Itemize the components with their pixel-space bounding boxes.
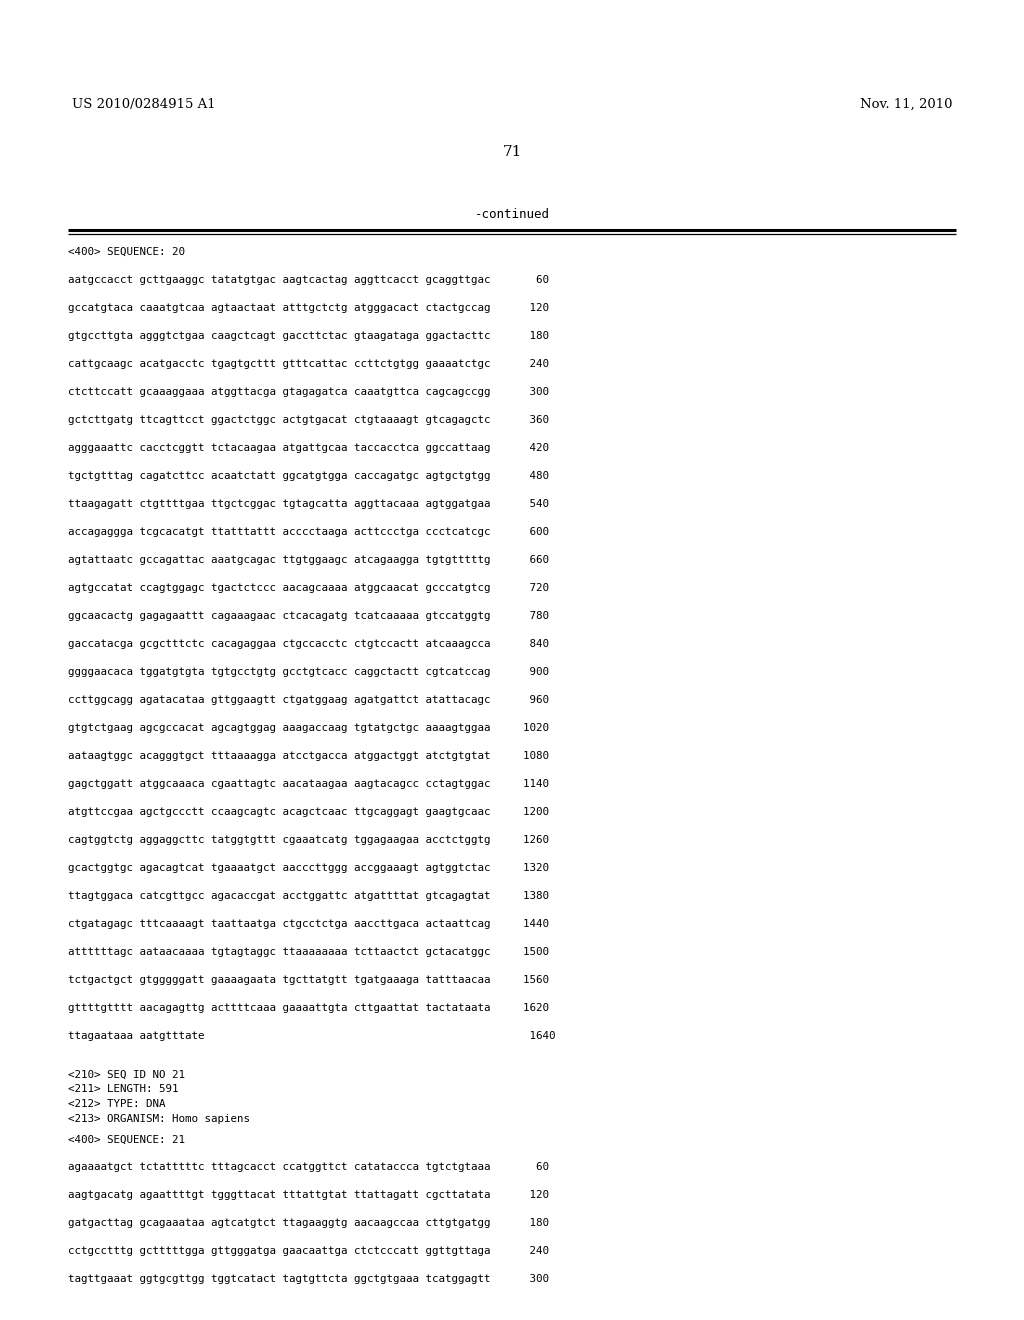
Text: -continued: -continued xyxy=(474,209,550,220)
Text: agaaaatgct tctatttttc tttagcacct ccatggttct catataccca tgtctgtaaa       60: agaaaatgct tctatttttc tttagcacct ccatggt… xyxy=(68,1162,549,1172)
Text: ggggaacaca tggatgtgta tgtgcctgtg gcctgtcacc caggctactt cgtcatccag      900: ggggaacaca tggatgtgta tgtgcctgtg gcctgtc… xyxy=(68,667,549,677)
Text: <210> SEQ ID NO 21: <210> SEQ ID NO 21 xyxy=(68,1069,185,1080)
Text: tagttgaaat ggtgcgttgg tggtcatact tagtgttcta ggctgtgaaa tcatggagtt      300: tagttgaaat ggtgcgttgg tggtcatact tagtgtt… xyxy=(68,1274,549,1284)
Text: ttaagagatt ctgttttgaa ttgctcggac tgtagcatta aggttacaaa agtggatgaa      540: ttaagagatt ctgttttgaa ttgctcggac tgtagca… xyxy=(68,499,549,510)
Text: gtgtctgaag agcgccacat agcagtggag aaagaccaag tgtatgctgc aaaagtggaa     1020: gtgtctgaag agcgccacat agcagtggag aaagacc… xyxy=(68,723,549,733)
Text: gctcttgatg ttcagttcct ggactctggc actgtgacat ctgtaaaagt gtcagagctc      360: gctcttgatg ttcagttcct ggactctggc actgtga… xyxy=(68,414,549,425)
Text: agtattaatc gccagattac aaatgcagac ttgtggaagc atcagaagga tgtgtttttg      660: agtattaatc gccagattac aaatgcagac ttgtgga… xyxy=(68,554,549,565)
Text: ctcttccatt gcaaaggaaa atggttacga gtagagatca caaatgttca cagcagccgg      300: ctcttccatt gcaaaggaaa atggttacga gtagaga… xyxy=(68,387,549,397)
Text: <400> SEQUENCE: 20: <400> SEQUENCE: 20 xyxy=(68,247,185,257)
Text: agtgccatat ccagtggagc tgactctccc aacagcaaaa atggcaacat gcccatgtcg      720: agtgccatat ccagtggagc tgactctccc aacagca… xyxy=(68,583,549,593)
Text: US 2010/0284915 A1: US 2010/0284915 A1 xyxy=(72,98,216,111)
Text: cattgcaagc acatgacctc tgagtgcttt gtttcattac ccttctgtgg gaaaatctgc      240: cattgcaagc acatgacctc tgagtgcttt gtttcat… xyxy=(68,359,549,370)
Text: Nov. 11, 2010: Nov. 11, 2010 xyxy=(859,98,952,111)
Text: gttttgtttt aacagagttg acttttcaaa gaaaattgta cttgaattat tactataata     1620: gttttgtttt aacagagttg acttttcaaa gaaaatt… xyxy=(68,1003,549,1012)
Text: <211> LENGTH: 591: <211> LENGTH: 591 xyxy=(68,1084,178,1094)
Text: <213> ORGANISM: Homo sapiens: <213> ORGANISM: Homo sapiens xyxy=(68,1114,250,1125)
Text: ccttggcagg agatacataa gttggaagtt ctgatggaag agatgattct atattacagc      960: ccttggcagg agatacataa gttggaagtt ctgatgg… xyxy=(68,696,549,705)
Text: agggaaattc cacctcggtt tctacaagaa atgattgcaa taccacctca ggccattaag      420: agggaaattc cacctcggtt tctacaagaa atgattg… xyxy=(68,444,549,453)
Text: ttagaataaa aatgtttate                                                  1640: ttagaataaa aatgtttate 1640 xyxy=(68,1031,555,1041)
Text: aataagtggc acagggtgct tttaaaagga atcctgacca atggactggt atctgtgtat     1080: aataagtggc acagggtgct tttaaaagga atcctga… xyxy=(68,751,549,762)
Text: atgttccgaa agctgccctt ccaagcagtc acagctcaac ttgcaggagt gaagtgcaac     1200: atgttccgaa agctgccctt ccaagcagtc acagctc… xyxy=(68,807,549,817)
Text: <400> SEQUENCE: 21: <400> SEQUENCE: 21 xyxy=(68,1134,185,1144)
Text: gcactggtgc agacagtcat tgaaaatgct aacccttggg accggaaagt agtggtctac     1320: gcactggtgc agacagtcat tgaaaatgct aaccctt… xyxy=(68,863,549,873)
Text: gtgccttgta agggtctgaa caagctcagt gaccttctac gtaagataga ggactacttc      180: gtgccttgta agggtctgaa caagctcagt gaccttc… xyxy=(68,331,549,341)
Text: ggcaacactg gagagaattt cagaaagaac ctcacagatg tcatcaaaaa gtccatggtg      780: ggcaacactg gagagaattt cagaaagaac ctcacag… xyxy=(68,611,549,620)
Text: aagtgacatg agaattttgt tgggttacat tttattgtat ttattagatt cgcttatata      120: aagtgacatg agaattttgt tgggttacat tttattg… xyxy=(68,1191,549,1200)
Text: 71: 71 xyxy=(503,145,521,158)
Text: ctgatagagc tttcaaaagt taattaatga ctgcctctga aaccttgaca actaattcag     1440: ctgatagagc tttcaaaagt taattaatga ctgcctc… xyxy=(68,919,549,929)
Text: gccatgtaca caaatgtcaa agtaactaat atttgctctg atgggacact ctactgccag      120: gccatgtaca caaatgtcaa agtaactaat atttgct… xyxy=(68,304,549,313)
Text: aatgccacct gcttgaaggc tatatgtgac aagtcactag aggttcacct gcaggttgac       60: aatgccacct gcttgaaggc tatatgtgac aagtcac… xyxy=(68,275,549,285)
Text: attttttagc aataacaaaa tgtagtaggc ttaaaaaaaa tcttaactct gctacatggc     1500: attttttagc aataacaaaa tgtagtaggc ttaaaaa… xyxy=(68,946,549,957)
Text: tctgactgct gtgggggatt gaaaagaata tgcttatgtt tgatgaaaga tatttaacaa     1560: tctgactgct gtgggggatt gaaaagaata tgcttat… xyxy=(68,975,549,985)
Text: accagaggga tcgcacatgt ttatttattt acccctaaga acttccctga ccctcatcgc      600: accagaggga tcgcacatgt ttatttattt accccta… xyxy=(68,527,549,537)
Text: gaccatacga gcgctttctc cacagaggaa ctgccacctc ctgtccactt atcaaagcca      840: gaccatacga gcgctttctc cacagaggaa ctgccac… xyxy=(68,639,549,649)
Text: gagctggatt atggcaaaca cgaattagtc aacataagaa aagtacagcc cctagtggac     1140: gagctggatt atggcaaaca cgaattagtc aacataa… xyxy=(68,779,549,789)
Text: tgctgtttag cagatcttcc acaatctatt ggcatgtgga caccagatgc agtgctgtgg      480: tgctgtttag cagatcttcc acaatctatt ggcatgt… xyxy=(68,471,549,480)
Text: cctgcctttg gctttttgga gttgggatga gaacaattga ctctcccatt ggttgttaga      240: cctgcctttg gctttttgga gttgggatga gaacaat… xyxy=(68,1246,549,1257)
Text: <212> TYPE: DNA: <212> TYPE: DNA xyxy=(68,1100,166,1109)
Text: gatgacttag gcagaaataa agtcatgtct ttagaaggtg aacaagccaa cttgtgatgg      180: gatgacttag gcagaaataa agtcatgtct ttagaag… xyxy=(68,1218,549,1228)
Text: cagtggtctg aggaggcttc tatggtgttt cgaaatcatg tggagaagaa acctctggtg     1260: cagtggtctg aggaggcttc tatggtgttt cgaaatc… xyxy=(68,836,549,845)
Text: ttagtggaca catcgttgcc agacaccgat acctggattc atgattttat gtcagagtat     1380: ttagtggaca catcgttgcc agacaccgat acctgga… xyxy=(68,891,549,902)
